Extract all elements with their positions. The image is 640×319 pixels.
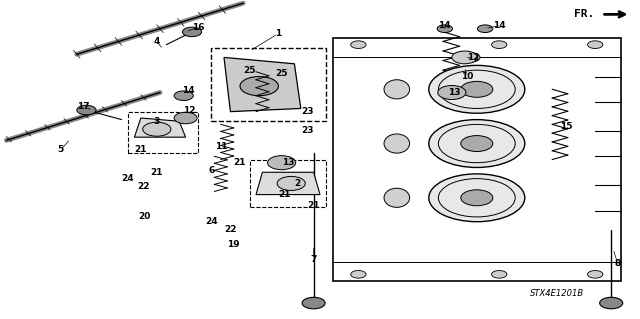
Circle shape: [302, 297, 325, 309]
Circle shape: [461, 136, 493, 152]
Text: 11: 11: [214, 142, 227, 151]
Circle shape: [477, 25, 493, 33]
Text: 21: 21: [234, 158, 246, 167]
Text: 21: 21: [134, 145, 147, 154]
Text: 21: 21: [150, 168, 163, 177]
Circle shape: [452, 51, 477, 64]
Circle shape: [438, 85, 466, 100]
Text: 12: 12: [467, 53, 480, 62]
Ellipse shape: [384, 188, 410, 207]
Text: 14: 14: [182, 86, 195, 95]
Text: 1: 1: [275, 29, 282, 38]
Circle shape: [182, 27, 202, 37]
Text: 6: 6: [208, 166, 214, 175]
Text: 10: 10: [461, 72, 474, 81]
Circle shape: [277, 176, 305, 190]
Text: 16: 16: [192, 23, 205, 32]
Text: STX4E1201B: STX4E1201B: [530, 289, 584, 298]
Circle shape: [437, 25, 452, 33]
Circle shape: [600, 297, 623, 309]
Text: 21: 21: [278, 190, 291, 199]
Text: 22: 22: [224, 225, 237, 234]
Circle shape: [351, 271, 366, 278]
Text: FR.: FR.: [573, 9, 594, 19]
Ellipse shape: [384, 134, 410, 153]
Circle shape: [240, 77, 278, 96]
Text: 5: 5: [58, 145, 64, 154]
Circle shape: [461, 81, 493, 97]
Text: 15: 15: [560, 122, 573, 130]
Circle shape: [588, 41, 603, 48]
Circle shape: [588, 271, 603, 278]
Circle shape: [351, 41, 366, 48]
Text: 8: 8: [614, 259, 621, 268]
Text: 20: 20: [138, 212, 150, 221]
Circle shape: [461, 190, 493, 206]
Circle shape: [492, 41, 507, 48]
Circle shape: [461, 53, 480, 62]
Text: 13: 13: [282, 158, 294, 167]
Text: 23: 23: [301, 107, 314, 116]
Text: 23: 23: [301, 126, 314, 135]
Circle shape: [174, 112, 197, 124]
Text: 13: 13: [448, 88, 461, 97]
Text: 17: 17: [77, 102, 90, 111]
Circle shape: [174, 91, 193, 100]
Circle shape: [429, 174, 525, 222]
Text: 25: 25: [275, 69, 288, 78]
Text: 24: 24: [122, 174, 134, 183]
Polygon shape: [256, 172, 320, 195]
Text: 14: 14: [493, 21, 506, 30]
Circle shape: [429, 65, 525, 113]
Text: 19: 19: [227, 240, 240, 249]
Circle shape: [492, 271, 507, 278]
Text: 7: 7: [310, 256, 317, 264]
Circle shape: [143, 122, 171, 136]
Polygon shape: [224, 57, 301, 112]
Text: 24: 24: [205, 217, 218, 226]
Text: 14: 14: [438, 21, 451, 30]
Text: 12: 12: [182, 106, 195, 115]
Polygon shape: [134, 118, 186, 137]
Circle shape: [77, 105, 96, 115]
Text: 4: 4: [154, 37, 160, 46]
Text: 3: 3: [154, 117, 160, 126]
Circle shape: [268, 156, 296, 170]
Text: 2: 2: [294, 179, 301, 188]
Text: 21: 21: [307, 201, 320, 210]
Circle shape: [429, 120, 525, 167]
Text: 25: 25: [243, 66, 256, 75]
Text: 22: 22: [138, 182, 150, 191]
Ellipse shape: [384, 80, 410, 99]
